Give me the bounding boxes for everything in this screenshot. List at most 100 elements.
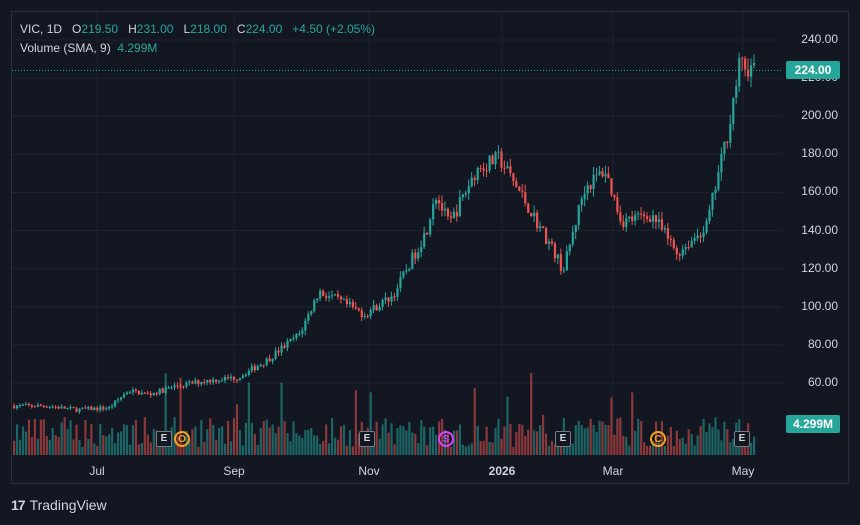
candle-body [24, 403, 28, 405]
candle-body [648, 218, 652, 222]
candle-body [328, 296, 331, 298]
volume-bar [515, 432, 518, 455]
volume-bar [60, 422, 63, 455]
time-axis-label: May [731, 464, 755, 478]
candle-body [476, 167, 479, 181]
volume-bar [164, 373, 167, 455]
candle-body [229, 376, 233, 379]
volume-indicator-value: 4.299M [117, 41, 158, 55]
candle-body [610, 178, 613, 195]
volume-bar [277, 426, 280, 455]
volume-bar [586, 427, 589, 455]
price-axis-label: 80.00 [807, 336, 838, 351]
candle-body [464, 193, 467, 195]
candle-body [191, 381, 194, 384]
event-marker-box[interactable]: E [734, 431, 750, 447]
event-marker-c[interactable]: C [650, 431, 666, 447]
candle-body [256, 366, 259, 371]
candle-body [15, 405, 19, 409]
candle-body [206, 379, 209, 383]
candle-body [604, 173, 607, 177]
candle-body [735, 86, 738, 98]
candle-body [589, 185, 592, 190]
candle-body [729, 124, 732, 143]
volume-bar [96, 445, 99, 455]
candle-body [414, 252, 417, 259]
volume-bar [470, 443, 473, 455]
volume-bar [544, 433, 548, 455]
price-volume-chart[interactable] [12, 12, 849, 484]
candle-body [128, 392, 132, 394]
candle-body [33, 406, 37, 408]
volume-bar [592, 424, 595, 455]
volume-bar [72, 439, 75, 455]
volume-bar [122, 424, 126, 455]
candle-body [393, 296, 396, 298]
volume-bar [556, 439, 560, 455]
candle-body [336, 294, 340, 297]
candle-body [699, 235, 702, 238]
candle-body [687, 246, 690, 248]
candle-body [134, 389, 138, 391]
volume-bar [393, 444, 396, 455]
candle-body [265, 358, 268, 366]
candle-body [369, 309, 372, 317]
volume-bar [117, 432, 120, 455]
event-marker-s[interactable]: S [438, 431, 454, 447]
candle-body [631, 216, 634, 222]
candle-body [512, 173, 515, 182]
volume-bar [411, 432, 414, 455]
candle-body [60, 406, 63, 409]
volume-bar [547, 445, 551, 455]
volume-bar [30, 437, 34, 455]
volume-bar [226, 421, 230, 455]
event-marker-box[interactable]: E [359, 431, 375, 447]
tradingview-brand[interactable]: 17 TradingView [11, 497, 107, 513]
candle-body [509, 166, 512, 174]
volume-bar [307, 429, 310, 455]
event-marker-box[interactable]: E [156, 431, 172, 447]
candle-body [726, 142, 729, 144]
candle-body [500, 151, 503, 168]
candle-body [482, 168, 485, 171]
volume-bar [325, 424, 328, 455]
candle-body [473, 177, 476, 181]
candle-body [637, 213, 640, 215]
candle-body [259, 364, 262, 367]
candle-body [539, 226, 542, 229]
volume-bar [678, 439, 681, 455]
candle-body [280, 345, 283, 353]
candle-body [440, 203, 444, 211]
candle-body [357, 308, 360, 311]
candle-body [345, 299, 349, 304]
volume-bar [15, 424, 19, 455]
volume-bar [286, 432, 289, 455]
volume-bar [131, 425, 135, 455]
candle-body [212, 379, 215, 383]
event-marker-box[interactable]: E [555, 431, 571, 447]
candle-body [705, 221, 708, 233]
candle-body [114, 400, 117, 407]
volume-bar [533, 430, 536, 455]
candle-body [188, 381, 191, 383]
chart-pane[interactable]: VIC, 1D O219.50 H231.00 L218.00 C224.00 … [11, 11, 849, 484]
volume-bar [375, 421, 378, 455]
event-marker-o[interactable]: O [174, 431, 190, 447]
volume-bar [550, 440, 554, 455]
volume-bar [669, 427, 672, 455]
candle-body [247, 370, 250, 376]
volume-indicator-label: Volume (SMA, 9) [20, 41, 111, 55]
volume-bar [66, 429, 69, 455]
candle-body [619, 212, 622, 222]
volume-bar [702, 419, 705, 455]
candle-body [417, 252, 420, 259]
volume-bar [541, 414, 545, 455]
volume-bar [634, 430, 637, 455]
low-value: 218.00 [190, 22, 227, 36]
volume-bar [292, 421, 295, 455]
candle-body [530, 212, 533, 217]
volume-bar [651, 440, 655, 455]
volume-bar [45, 436, 48, 455]
candle-body [316, 298, 319, 301]
candle-body [96, 407, 99, 411]
